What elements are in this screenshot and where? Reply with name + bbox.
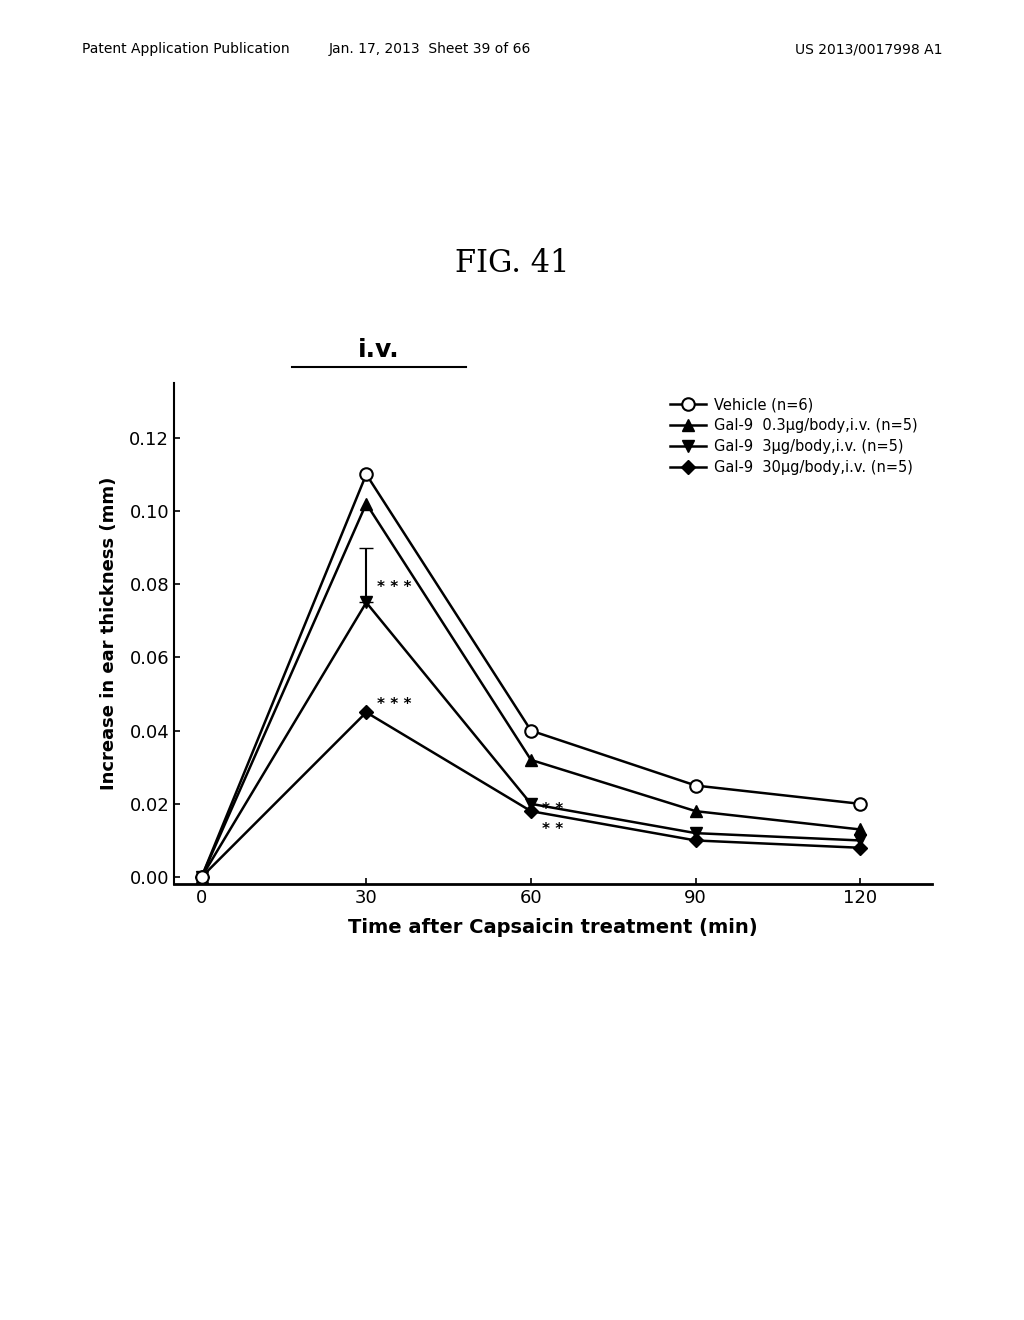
Text: * *: * *	[542, 801, 563, 817]
Y-axis label: Increase in ear thickness (mm): Increase in ear thickness (mm)	[100, 477, 118, 791]
Legend: Vehicle (n=6), Gal-9  0.3μg/body,i.v. (n=5), Gal-9  3μg/body,i.v. (n=5), Gal-9  : Vehicle (n=6), Gal-9 0.3μg/body,i.v. (n=…	[663, 391, 925, 482]
Text: i.v.: i.v.	[358, 338, 399, 362]
Text: FIG. 41: FIG. 41	[455, 248, 569, 280]
Text: * * *: * * *	[377, 697, 412, 713]
Text: Patent Application Publication: Patent Application Publication	[82, 42, 290, 57]
Text: US 2013/0017998 A1: US 2013/0017998 A1	[795, 42, 942, 57]
Text: * * *: * * *	[377, 581, 412, 595]
Text: * *: * *	[542, 822, 563, 837]
Text: Jan. 17, 2013  Sheet 39 of 66: Jan. 17, 2013 Sheet 39 of 66	[329, 42, 531, 57]
X-axis label: Time after Capsaicin treatment (min): Time after Capsaicin treatment (min)	[348, 919, 758, 937]
